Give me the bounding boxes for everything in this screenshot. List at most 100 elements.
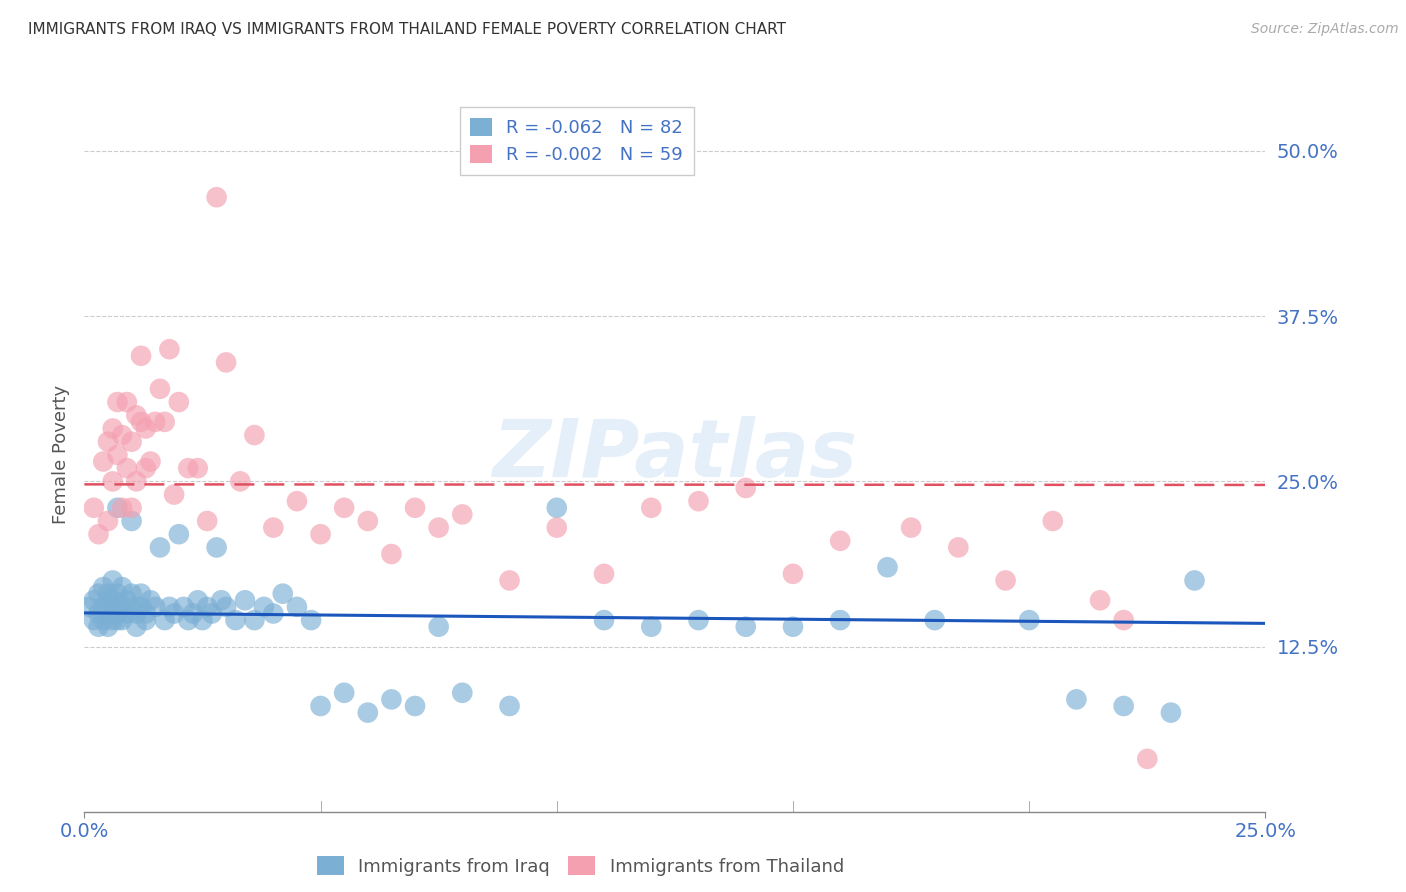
Point — [299, 613, 322, 627]
Point — [900, 520, 922, 534]
Point — [121, 500, 143, 515]
Point — [187, 593, 209, 607]
Point — [83, 593, 105, 607]
Point — [994, 574, 1017, 588]
Point — [139, 593, 162, 607]
Point — [948, 541, 970, 555]
Point — [309, 527, 332, 541]
Point — [129, 599, 152, 614]
Point — [209, 593, 232, 607]
Point — [205, 541, 228, 555]
Point — [451, 508, 474, 522]
Point — [149, 541, 172, 555]
Point — [129, 415, 152, 429]
Point — [924, 613, 946, 627]
Point — [285, 494, 308, 508]
Point — [427, 520, 450, 534]
Point — [195, 514, 218, 528]
Point — [215, 599, 238, 614]
Point — [111, 580, 134, 594]
Point — [135, 421, 157, 435]
Point — [153, 415, 176, 429]
Point — [135, 613, 157, 627]
Point — [285, 599, 308, 614]
Point — [121, 599, 143, 614]
Point — [640, 620, 662, 634]
Point — [97, 593, 120, 607]
Point — [253, 599, 276, 614]
Point — [357, 514, 380, 528]
Point — [177, 461, 200, 475]
Point — [129, 349, 152, 363]
Point — [83, 613, 105, 627]
Point — [271, 587, 294, 601]
Point — [1018, 613, 1040, 627]
Point — [734, 620, 756, 634]
Point — [233, 593, 256, 607]
Point — [91, 599, 114, 614]
Point — [205, 190, 228, 204]
Point — [125, 620, 148, 634]
Point — [243, 613, 266, 627]
Point — [125, 475, 148, 489]
Point — [107, 448, 129, 462]
Point — [688, 494, 710, 508]
Point — [546, 520, 568, 534]
Point — [1160, 706, 1182, 720]
Point — [191, 613, 214, 627]
Point — [87, 587, 110, 601]
Y-axis label: Female Poverty: Female Poverty — [52, 385, 70, 524]
Point — [101, 421, 124, 435]
Point — [404, 500, 426, 515]
Point — [593, 613, 616, 627]
Point — [243, 428, 266, 442]
Point — [111, 428, 134, 442]
Point — [262, 520, 284, 534]
Point — [111, 613, 134, 627]
Point — [153, 613, 176, 627]
Point — [333, 500, 356, 515]
Point — [427, 620, 450, 634]
Point — [107, 587, 129, 601]
Point — [97, 434, 120, 449]
Point — [1066, 692, 1088, 706]
Point — [91, 580, 114, 594]
Point — [135, 461, 157, 475]
Point — [1112, 698, 1135, 713]
Point — [498, 698, 520, 713]
Point — [101, 475, 124, 489]
Point — [121, 514, 143, 528]
Point — [129, 587, 152, 601]
Point — [87, 620, 110, 634]
Point — [173, 599, 195, 614]
Point — [380, 692, 402, 706]
Point — [177, 613, 200, 627]
Point — [107, 607, 129, 621]
Point — [163, 487, 186, 501]
Point — [115, 593, 138, 607]
Point — [87, 527, 110, 541]
Point — [91, 454, 114, 468]
Point — [97, 514, 120, 528]
Point — [139, 454, 162, 468]
Point — [782, 566, 804, 581]
Point — [101, 593, 124, 607]
Point — [1136, 752, 1159, 766]
Point — [121, 434, 143, 449]
Point — [143, 415, 166, 429]
Point — [101, 613, 124, 627]
Point — [229, 475, 252, 489]
Point — [107, 500, 129, 515]
Point — [876, 560, 898, 574]
Point — [498, 574, 520, 588]
Legend: Immigrants from Iraq, Immigrants from Thailand: Immigrants from Iraq, Immigrants from Th… — [308, 847, 853, 885]
Point — [115, 607, 138, 621]
Text: IMMIGRANTS FROM IRAQ VS IMMIGRANTS FROM THAILAND FEMALE POVERTY CORRELATION CHAR: IMMIGRANTS FROM IRAQ VS IMMIGRANTS FROM … — [28, 22, 786, 37]
Point — [734, 481, 756, 495]
Point — [167, 527, 190, 541]
Point — [121, 587, 143, 601]
Point — [404, 698, 426, 713]
Point — [115, 395, 138, 409]
Point — [91, 613, 114, 627]
Point — [97, 607, 120, 621]
